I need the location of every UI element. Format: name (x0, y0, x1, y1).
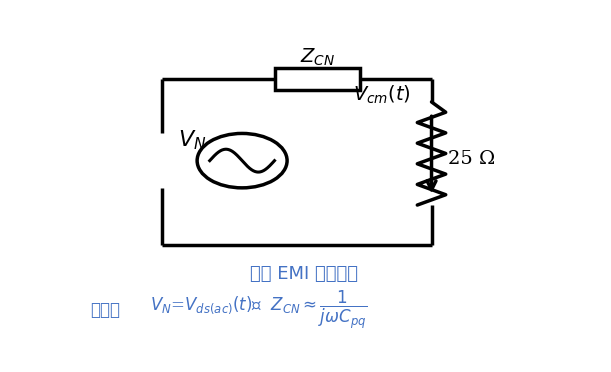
Bar (275, 68, 360, 90)
Text: $V_{cm}(t)$: $V_{cm}(t)$ (353, 84, 411, 106)
Text: 其中：: 其中： (90, 301, 120, 318)
Text: 共模 EMI 等效电路: 共模 EMI 等效电路 (250, 265, 357, 283)
Text: $V_N$: $V_N$ (178, 129, 207, 153)
Text: $V_N$=$V_{ds(ac)}$$(t)$，  $Z_{CN}$$\approx$$\dfrac{1}{j\omega C_{pq}}$: $V_N$=$V_{ds(ac)}$$(t)$， $Z_{CN}$$\appro… (150, 288, 367, 331)
Text: 25 Ω: 25 Ω (448, 150, 496, 168)
Text: $Z_{CN}$: $Z_{CN}$ (300, 47, 335, 68)
